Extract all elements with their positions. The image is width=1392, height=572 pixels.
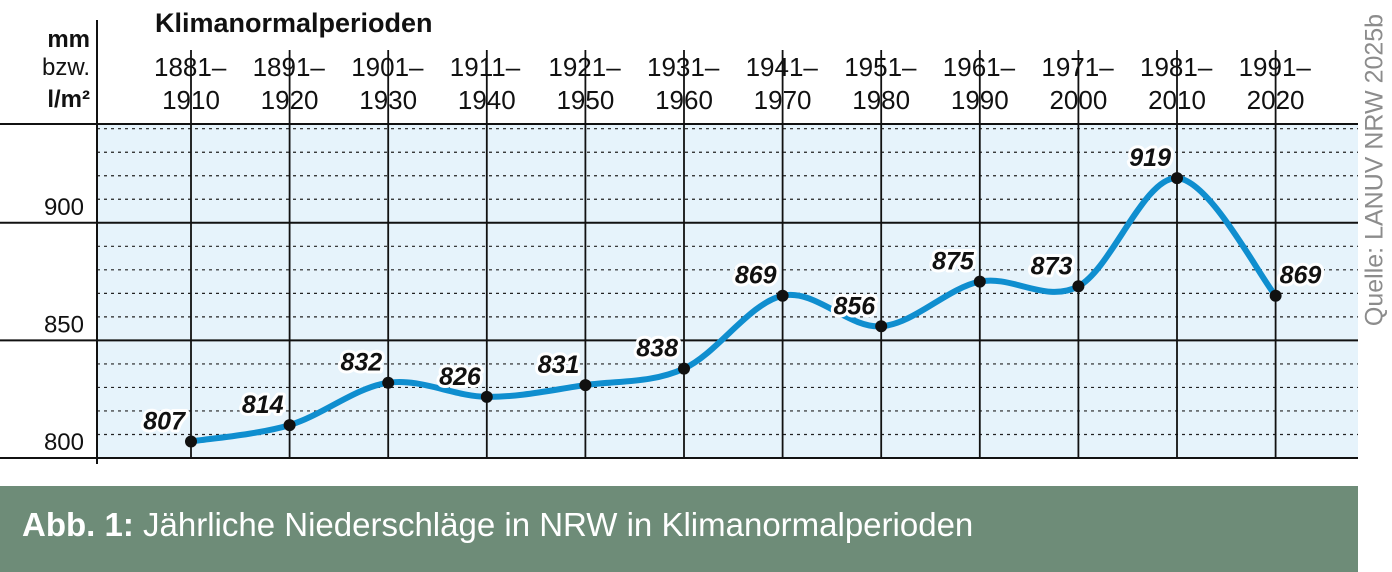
x-tick-label-start: 1921– <box>548 52 621 82</box>
x-tick-label-start: 1971– <box>1041 52 1114 82</box>
data-label: 856 <box>833 292 876 320</box>
x-tick-label-start: 1961– <box>943 52 1016 82</box>
data-label: 807 <box>143 408 186 436</box>
chart-title: Klimanormalperioden <box>155 8 433 38</box>
plot-area <box>97 124 1358 458</box>
data-point <box>1072 280 1085 293</box>
source-note: Quelle: LANUV NRW 2025b <box>1360 13 1389 327</box>
caption-bar: Abb. 1: Jährliche Niederschläge in NRW i… <box>0 486 1358 572</box>
data-label: 873 <box>1031 252 1073 280</box>
data-label: 831 <box>538 351 580 379</box>
x-tick-label-end: 1930 <box>359 85 417 115</box>
x-tick-label-end: 2020 <box>1247 85 1305 115</box>
caption-label: Abb. 1: <box>22 506 134 543</box>
x-tick-label-start: 1911– <box>450 52 521 82</box>
x-tick-label-end: 1970 <box>754 85 812 115</box>
x-tick-label-end: 1980 <box>852 85 910 115</box>
y-tick-label: 800 <box>44 429 84 456</box>
x-tick-label-start: 1881– <box>154 52 227 82</box>
x-tick-label-start: 1941– <box>746 52 819 82</box>
y-tick-label: 850 <box>44 311 84 338</box>
data-label: 838 <box>636 335 678 363</box>
data-label: 869 <box>735 262 777 290</box>
data-label: 832 <box>340 349 382 377</box>
data-label: 869 <box>1280 262 1322 290</box>
x-tick-label-end: 2010 <box>1148 85 1206 115</box>
x-tick-label-end: 2000 <box>1049 85 1107 115</box>
x-tick-label-start: 1981– <box>1140 52 1213 82</box>
data-point <box>678 362 690 375</box>
data-label: 814 <box>242 391 284 419</box>
x-tick-label-end: 1960 <box>655 85 713 115</box>
x-tick-label-end: 1990 <box>951 85 1009 115</box>
x-tick-label-end: 1950 <box>556 85 614 115</box>
y-tick-label: 900 <box>44 194 84 221</box>
x-tick-label-end: 1920 <box>261 85 319 115</box>
data-label: 826 <box>439 363 482 391</box>
y-unit-label: bzw. <box>42 54 90 81</box>
x-tick-label-start: 1901– <box>351 52 424 82</box>
data-point <box>973 275 986 288</box>
x-tick-label-start: 1951– <box>844 52 917 82</box>
data-point <box>382 376 395 389</box>
data-label: 875 <box>932 248 975 276</box>
x-tick-label-end: 1940 <box>458 85 516 115</box>
data-point <box>1269 289 1282 302</box>
data-point <box>185 435 197 448</box>
data-label: 919 <box>1129 144 1171 172</box>
figure-caption: Abb. 1: Jährliche Niederschläge in NRW i… <box>22 506 973 544</box>
data-point <box>776 289 789 302</box>
x-tick-label-start: 1931– <box>647 52 720 82</box>
y-unit-label: l/m² <box>47 86 90 113</box>
data-point <box>1171 172 1183 185</box>
data-point <box>579 379 592 392</box>
y-unit-label: mm <box>47 26 90 53</box>
data-point <box>283 419 296 432</box>
x-tick-label-end: 1910 <box>162 85 220 115</box>
data-point <box>875 320 888 333</box>
caption-text: Jährliche Niederschläge in NRW in Kliman… <box>143 506 974 543</box>
x-tick-label-start: 1891– <box>253 52 326 82</box>
data-point <box>480 390 493 403</box>
x-tick-label-start: 1991– <box>1239 52 1312 82</box>
